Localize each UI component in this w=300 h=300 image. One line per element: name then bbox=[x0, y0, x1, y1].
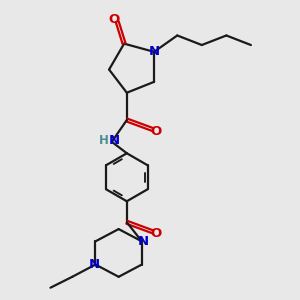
Text: N: N bbox=[108, 134, 120, 147]
Text: H: H bbox=[99, 134, 109, 147]
Text: N: N bbox=[137, 235, 148, 248]
Text: O: O bbox=[108, 14, 120, 26]
Text: N: N bbox=[149, 45, 160, 58]
Text: O: O bbox=[150, 227, 162, 241]
Text: N: N bbox=[89, 258, 100, 271]
Text: O: O bbox=[150, 125, 162, 138]
